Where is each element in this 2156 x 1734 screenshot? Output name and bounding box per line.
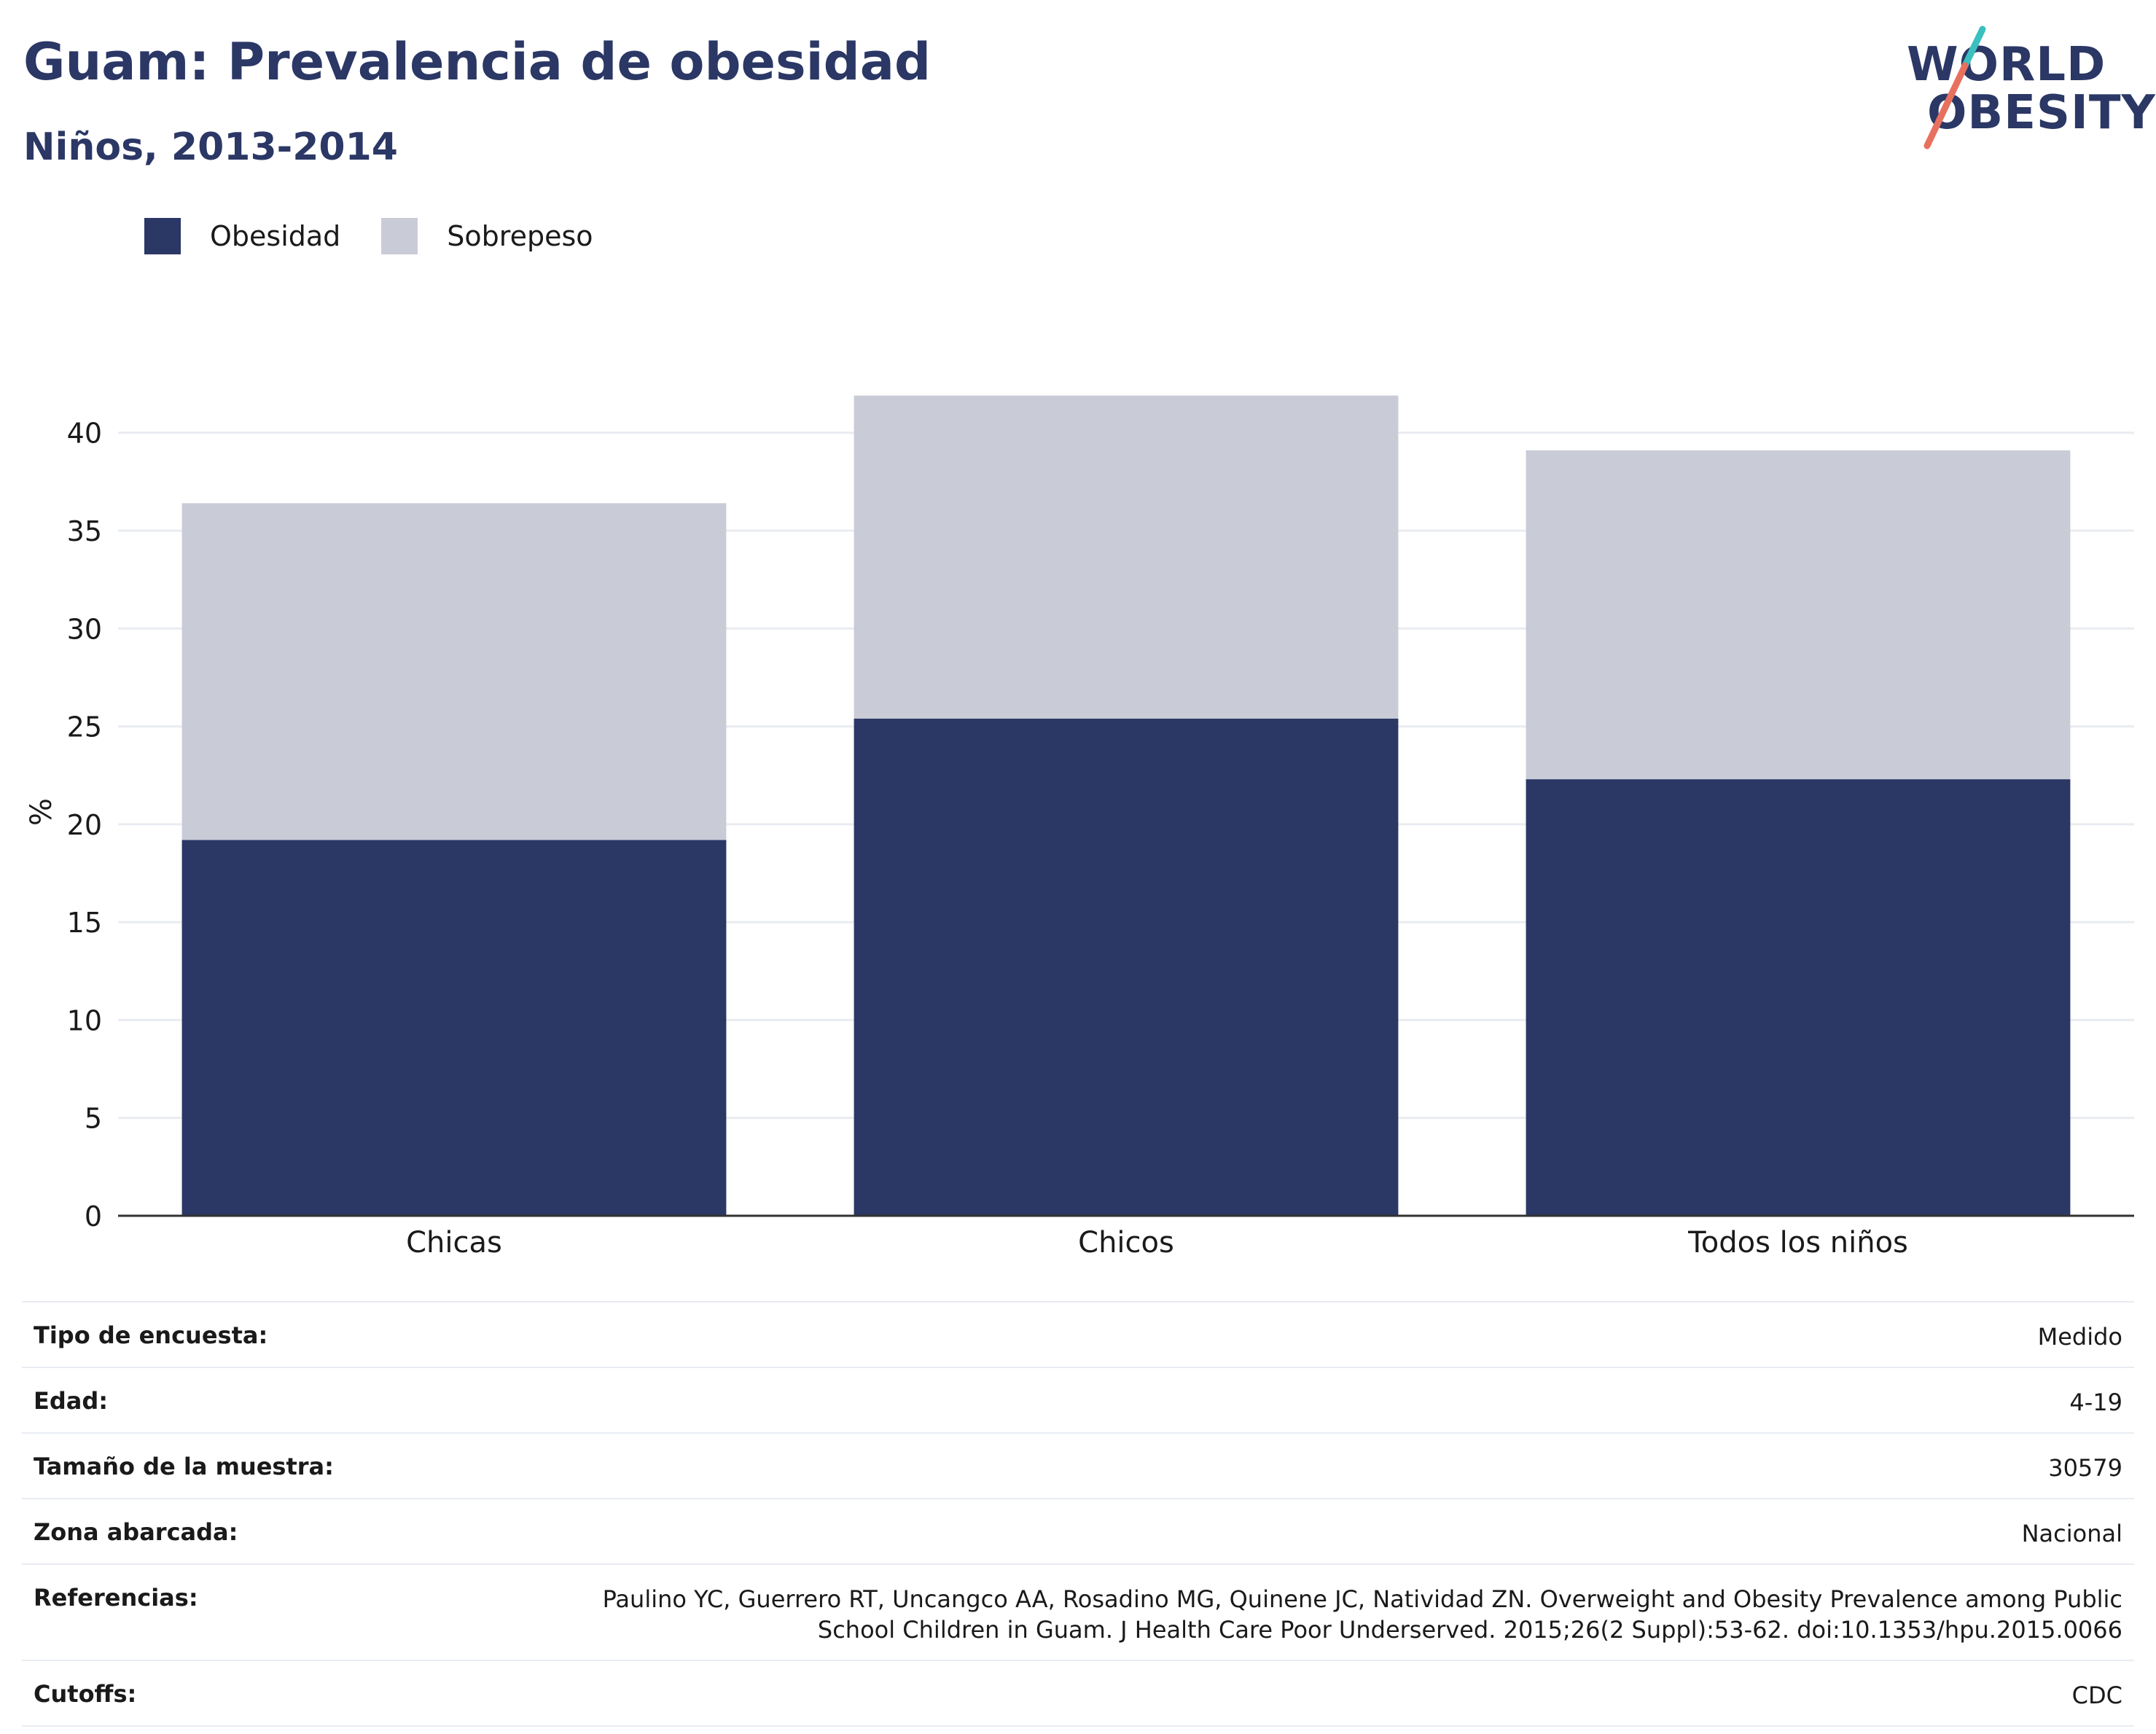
y-tick-label: 5: [85, 1103, 102, 1135]
bar-sobrepeso-0: [181, 503, 727, 840]
info-value: 30579: [2048, 1454, 2122, 1482]
x-tick-label: Chicos: [1078, 1226, 1174, 1260]
bar-sobrepeso-2: [1526, 450, 2071, 780]
info-value: CDC: [2071, 1682, 2122, 1709]
info-value: Paulino YC, Guerrero RT, Uncangco AA, Ro…: [602, 1585, 2122, 1644]
info-row: Zona abarcada: Nacional: [22, 1499, 2134, 1565]
info-row: Tamaño de la muestra: 30579: [22, 1434, 2134, 1499]
info-row: Edad: 4-19: [22, 1368, 2134, 1434]
info-key: Edad:: [34, 1387, 109, 1415]
legend-item-obesidad[interactable]: Obesidad: [144, 218, 340, 254]
bar-sobrepeso-1: [854, 395, 1399, 719]
info-row: Tipo de encuesta: Medido: [22, 1303, 2134, 1368]
logo-text-line1: WORLD: [1907, 38, 2106, 92]
chart-legend: Obesidad Sobrepeso: [144, 217, 634, 255]
legend-label-obesidad: Obesidad: [210, 220, 341, 252]
y-tick-label: 25: [67, 711, 102, 743]
page-subtitle: Niños, 2013-2014: [23, 125, 398, 169]
stacked-bar-chart: 0 5 10 15 20 25 30 35 40% Chicas Chicos Todos los n…: [25, 395, 2134, 1260]
survey-info-table: Tipo de encuesta: Medido Edad: 4-19 Tamaño d…: [22, 1301, 2134, 1727]
x-tick-label: Chicas: [406, 1226, 502, 1260]
info-value: 4-19: [2069, 1389, 2122, 1416]
bar-obesidad-0: [181, 840, 727, 1216]
y-tick-label: 20: [67, 809, 102, 841]
info-key: Zona abarcada:: [34, 1518, 238, 1546]
info-value: Nacional: [2021, 1520, 2122, 1547]
bar-obesidad-2: [1526, 779, 2071, 1216]
legend-label-sobrepeso: Sobrepeso: [447, 220, 593, 252]
y-tick-label: 0: [85, 1200, 102, 1233]
info-row: Cutoffs: CDC: [22, 1661, 2134, 1727]
y-axis-title: %: [25, 798, 58, 826]
y-tick-label: 10: [67, 1004, 102, 1036]
info-value: Medido: [2037, 1323, 2122, 1351]
y-tick-label: 35: [67, 515, 102, 547]
y-tick-label: 40: [67, 418, 102, 450]
y-tick-label: 30: [67, 613, 102, 645]
legend-swatch-sobrepeso: [381, 218, 418, 254]
info-key: Referencias:: [34, 1584, 198, 1612]
info-key: Tamaño de la muestra:: [34, 1453, 334, 1480]
legend-item-sobrepeso[interactable]: Sobrepeso: [381, 218, 593, 254]
legend-swatch-obesidad: [144, 218, 181, 254]
info-key: Tipo de encuesta:: [34, 1321, 268, 1349]
y-tick-label: 15: [67, 907, 102, 939]
logo-text-line2: OBESITY: [1927, 86, 2156, 140]
bar-obesidad-1: [854, 718, 1399, 1216]
info-key: Cutoffs:: [34, 1680, 137, 1708]
info-row: Referencias: Paulino YC, Guerrero RT, Unc…: [22, 1565, 2134, 1661]
x-tick-label: Todos los niños: [1687, 1226, 1908, 1260]
page-title: Guam: Prevalencia de obesidad: [23, 32, 931, 92]
world-obesity-logo: WORLD OBESITY: [1895, 22, 2155, 153]
logo-slash-icon: [1923, 26, 1986, 149]
